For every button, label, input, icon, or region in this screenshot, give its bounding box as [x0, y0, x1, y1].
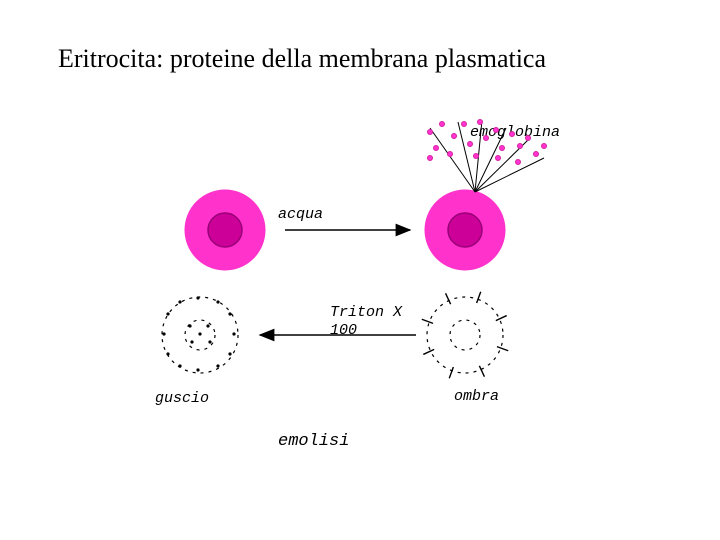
ghost-left-dot [178, 300, 181, 303]
ghost-left-dot [216, 364, 219, 367]
ghost-left-dot [178, 364, 181, 367]
ghost-left-dot [206, 324, 209, 327]
burst-line [458, 122, 475, 192]
ghost-left-dot [208, 340, 211, 343]
hemoglobin-particle [473, 153, 478, 158]
hemoglobin-particle [467, 141, 472, 146]
label-emolisi: emolisi [278, 432, 349, 451]
ghost-left-dot [190, 340, 193, 343]
page-title: Eritrocita: proteine della membrana plas… [58, 44, 546, 74]
hemoglobin-particle [517, 143, 522, 148]
burst-line [475, 158, 544, 192]
hemoglobin-particle [427, 129, 432, 134]
hemoglobin-particle [515, 159, 520, 164]
hemoglobin-particle [461, 121, 466, 126]
hemoglobin-particle [533, 151, 538, 156]
burst-line [475, 128, 506, 192]
hemoglobin-particle [483, 135, 488, 140]
ghost-left-dot [216, 300, 219, 303]
ghost-right-inner [450, 320, 480, 350]
hemoglobin-particle [525, 135, 530, 140]
ghost-left-dot [198, 332, 201, 335]
ghost-left-dot [228, 312, 231, 315]
ghost-right-outer [427, 297, 503, 373]
ghost-left-dot [228, 352, 231, 355]
ghost-right-bar [446, 293, 451, 304]
cell-left-inner [208, 213, 242, 247]
ghost-right-bar [497, 347, 508, 351]
ghost-right-bar [449, 367, 453, 378]
hemoglobin-particle [433, 145, 438, 150]
diagram-stage [130, 110, 600, 410]
cell-right-inner [448, 213, 482, 247]
hemoglobin-particle [509, 131, 514, 136]
hemoglobin-particle [541, 143, 546, 148]
ghost-left-dot [196, 296, 199, 299]
hemoglobin-particle [495, 155, 500, 160]
hemoglobin-particle [499, 145, 504, 150]
ghost-left-dot [232, 332, 235, 335]
hemoglobin-particle [477, 119, 482, 124]
hemoglobin-particle [493, 127, 498, 132]
hemoglobin-particle [427, 155, 432, 160]
ghost-left-dot [166, 312, 169, 315]
ghost-left-dot [196, 368, 199, 371]
ghost-left-dot [162, 332, 165, 335]
hemoglobin-particle [451, 133, 456, 138]
ghost-right-bar [422, 319, 433, 323]
ghost-left-dot [188, 324, 191, 327]
ghost-right-bar [423, 349, 434, 354]
ghost-right-bar [477, 292, 481, 303]
ghost-left-dot [166, 352, 169, 355]
ghost-right-bar [479, 366, 484, 377]
hemoglobin-particle [447, 151, 452, 156]
hemoglobin-particle [439, 121, 444, 126]
